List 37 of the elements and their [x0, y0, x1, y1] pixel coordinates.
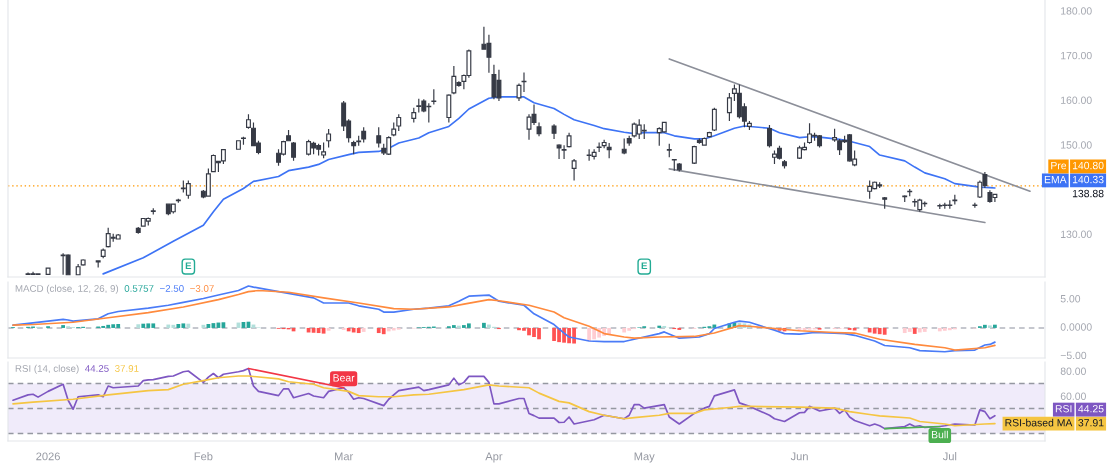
- annotation: E: [185, 262, 192, 270]
- x-tick-label: Feb: [194, 452, 213, 461]
- annotation: E: [641, 262, 648, 270]
- x-tick-label: Apr: [485, 452, 503, 463]
- series-label: Bear: [333, 374, 355, 382]
- chart-title: MACD (close, 12, 26, 9): [15, 284, 119, 294]
- chart-title: RSI (14, close): [15, 364, 79, 374]
- y-tick-label: 130.00: [1061, 230, 1092, 238]
- annotation: −3.07: [190, 285, 214, 292]
- y-tick-label: 150.00: [1061, 141, 1092, 149]
- y-tick-label: −5.00: [1060, 351, 1087, 360]
- legend-label: EMA: [1044, 175, 1067, 184]
- text: 138.88: [1072, 189, 1104, 198]
- text: 44.25: [1078, 405, 1104, 413]
- y-tick-label: 160.00: [1061, 96, 1092, 104]
- x-tick-label: May: [634, 452, 655, 463]
- legend-label: RSI: [1055, 405, 1072, 413]
- y-tick-label: 5.00: [1060, 295, 1081, 303]
- y-tick-label: 60.00: [1060, 392, 1086, 400]
- annotation: 37.91: [115, 365, 139, 372]
- text: 37.91: [1078, 419, 1104, 427]
- y-tick-label: 80.00: [1060, 367, 1086, 375]
- legend-label: Pre: [1051, 161, 1067, 170]
- y-tick-label: 0.0000: [1060, 323, 1092, 331]
- x-tick-label: Mar: [334, 452, 354, 461]
- text: 140.33: [1072, 175, 1104, 184]
- text: 140.80: [1072, 161, 1104, 170]
- y-tick-label: 180.00: [1061, 7, 1092, 15]
- x-tick-label: Jun: [790, 452, 808, 461]
- x-tick-label: 2026: [36, 452, 60, 461]
- annotation: 44.25: [85, 365, 109, 372]
- series-label: Bull: [931, 430, 948, 439]
- y-tick-label: 170.00: [1061, 51, 1092, 60]
- legend-label: RSI-based MA: [1005, 418, 1073, 427]
- annotation: −2.50: [160, 285, 184, 292]
- x-tick-label: Jul: [942, 452, 957, 461]
- annotation: 0.5757: [124, 285, 154, 292]
